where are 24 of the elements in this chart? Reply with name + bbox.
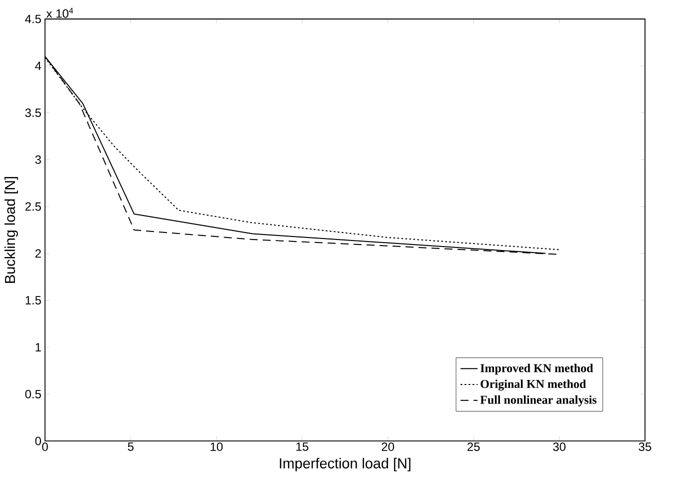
y-tick-label: 0 <box>35 436 42 446</box>
x-tick-label: 35 <box>638 442 652 452</box>
x-axis-title: Imperfection load [N] <box>280 458 410 472</box>
x-tick-label: 10 <box>210 442 223 452</box>
y-tick-label: 2 <box>35 249 41 258</box>
legend-label: Improved KN method <box>480 364 594 375</box>
x-tick-label: 25 <box>467 442 480 452</box>
legend-label: Full nonlinear analysis <box>480 395 596 406</box>
y-axis-title: Buckling load [N] <box>4 177 18 283</box>
legend-label: Original KN method <box>480 380 586 391</box>
text: x 10$^{4}$ <box>46 8 74 18</box>
y-tick-label: 3.5 <box>25 108 41 118</box>
y-tick-label: 4 <box>35 62 42 70</box>
y-tick-label: 1.5 <box>26 296 41 304</box>
y-tick-label: 2.5 <box>25 202 41 211</box>
x-tick-label: 0 <box>42 442 48 452</box>
x-tick-label: 30 <box>553 442 566 452</box>
x-tick-label: 15 <box>296 442 308 451</box>
y-tick-label: 3 <box>35 155 41 164</box>
y-tick-label: 0.5 <box>25 390 41 398</box>
x-tick-label: 5 <box>128 442 134 451</box>
y-tick-label: 4.5 <box>25 14 41 24</box>
x-tick-label: 20 <box>382 442 394 452</box>
y-tick-label: 1 <box>36 343 41 352</box>
